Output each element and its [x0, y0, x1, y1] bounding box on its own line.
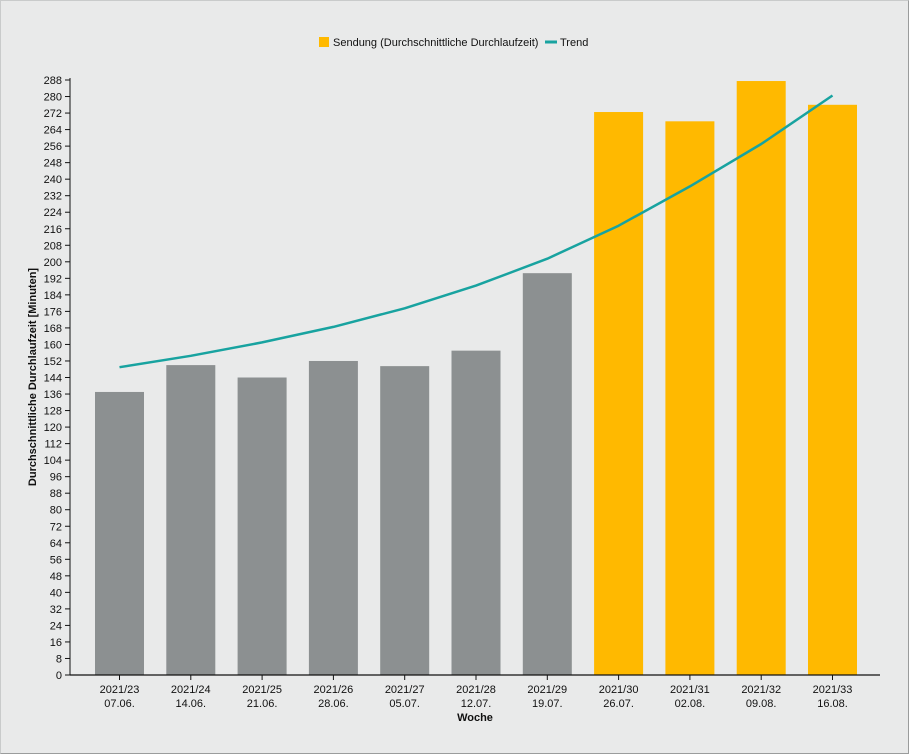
x-tick-label-date: 26.07. — [603, 698, 634, 710]
legend: Sendung (Durchschnittliche Durchlaufzeit… — [319, 37, 588, 49]
bar — [808, 104, 857, 675]
y-tick-label: 208 — [44, 240, 62, 252]
x-axis-ticks: 2021/23 07.06. 2021/24 14.06. 2021/25 21.06. 2… — [100, 675, 853, 710]
x-tick-label-date: 12.07. — [461, 698, 492, 710]
x-tick-label-date: 02.08. — [675, 698, 706, 710]
x-tick-label-week: 2021/30 — [599, 684, 639, 696]
trend-series — [119, 94, 834, 369]
y-axis-title: Durchschnittliche Durchlaufzeit [Minuten… — [27, 268, 39, 487]
y-tick-label: 80 — [50, 505, 62, 517]
x-tick-label-date: 16.08. — [817, 698, 848, 710]
bar — [237, 377, 287, 675]
x-tick-label-week: 2021/32 — [741, 684, 781, 696]
y-tick-label: 224 — [44, 207, 62, 219]
y-tick-label: 160 — [44, 339, 62, 351]
x-tick-label-date: 07.06. — [104, 698, 135, 710]
y-tick-label: 112 — [44, 439, 62, 451]
y-tick-label: 192 — [44, 273, 62, 285]
x-tick-label-date: 19.07. — [532, 698, 563, 710]
bar — [166, 365, 216, 675]
legend-trend-label: Trend — [560, 37, 588, 49]
y-tick-label: 264 — [44, 125, 62, 137]
bar — [308, 360, 358, 675]
x-tick-label-week: 2021/23 — [100, 684, 140, 696]
y-tick-label: 88 — [50, 488, 62, 500]
y-tick-label: 16 — [50, 637, 62, 649]
y-tick-label: 216 — [44, 224, 62, 236]
x-tick-label-date: 09.08. — [746, 698, 777, 710]
bar — [665, 121, 715, 675]
y-tick-label: 56 — [50, 554, 62, 566]
y-tick-label: 104 — [44, 455, 62, 467]
y-tick-label: 0 — [56, 670, 62, 682]
bar — [95, 391, 144, 675]
trend-line — [119, 94, 834, 369]
y-tick-label: 184 — [44, 290, 62, 302]
y-tick-label: 8 — [56, 653, 62, 665]
x-tick-label-week: 2021/28 — [456, 684, 496, 696]
y-tick-label: 32 — [50, 604, 62, 616]
y-tick-label: 24 — [50, 620, 62, 632]
x-tick-label-week: 2021/26 — [314, 684, 354, 696]
y-tick-label: 136 — [44, 389, 62, 401]
y-tick-label: 120 — [44, 422, 62, 434]
y-tick-label: 176 — [44, 306, 62, 318]
y-tick-label: 72 — [50, 521, 62, 533]
y-tick-label: 200 — [44, 257, 62, 269]
y-tick-label: 48 — [50, 571, 62, 583]
y-tick-label: 240 — [44, 174, 62, 186]
legend-bar-swatch — [319, 37, 329, 47]
y-tick-label: 144 — [44, 373, 62, 385]
bar — [594, 112, 644, 675]
y-tick-label: 96 — [50, 472, 62, 484]
y-tick-label: 168 — [44, 323, 62, 335]
x-tick-label-week: 2021/33 — [813, 684, 853, 696]
y-tick-label: 256 — [44, 141, 62, 153]
x-tick-label-week: 2021/31 — [670, 684, 710, 696]
y-tick-label: 64 — [50, 538, 62, 550]
x-tick-label-date: 14.06. — [176, 698, 207, 710]
x-tick-label-week: 2021/25 — [242, 684, 282, 696]
axes — [69, 78, 880, 676]
x-tick-label-date: 21.06. — [247, 698, 278, 710]
y-tick-label: 272 — [44, 108, 62, 120]
bar — [380, 366, 430, 675]
x-tick-label-week: 2021/29 — [527, 684, 567, 696]
bar-series — [95, 81, 857, 676]
y-axis-ticks: 0 8 16 24 32 40 48 56 64 72 80 88 96 104 112 120 128 136 1… — [44, 75, 70, 682]
x-tick-label-week: 2021/27 — [385, 684, 425, 696]
y-tick-label: 288 — [44, 75, 62, 87]
x-tick-label-date: 28.06. — [318, 698, 349, 710]
x-tick-label-week: 2021/24 — [171, 684, 211, 696]
bar — [451, 350, 501, 675]
x-axis-title: Woche — [457, 712, 493, 724]
x-tick-label-date: 05.07. — [389, 698, 420, 710]
bar — [522, 273, 572, 675]
y-tick-label: 40 — [50, 587, 62, 599]
legend-bar-label: Sendung (Durchschnittliche Durchlaufzeit… — [333, 37, 538, 49]
bar — [736, 81, 786, 676]
y-tick-label: 248 — [44, 158, 62, 170]
y-tick-label: 128 — [44, 406, 62, 418]
y-tick-label: 232 — [44, 191, 62, 203]
y-tick-label: 280 — [44, 92, 62, 104]
y-tick-label: 152 — [44, 356, 62, 368]
